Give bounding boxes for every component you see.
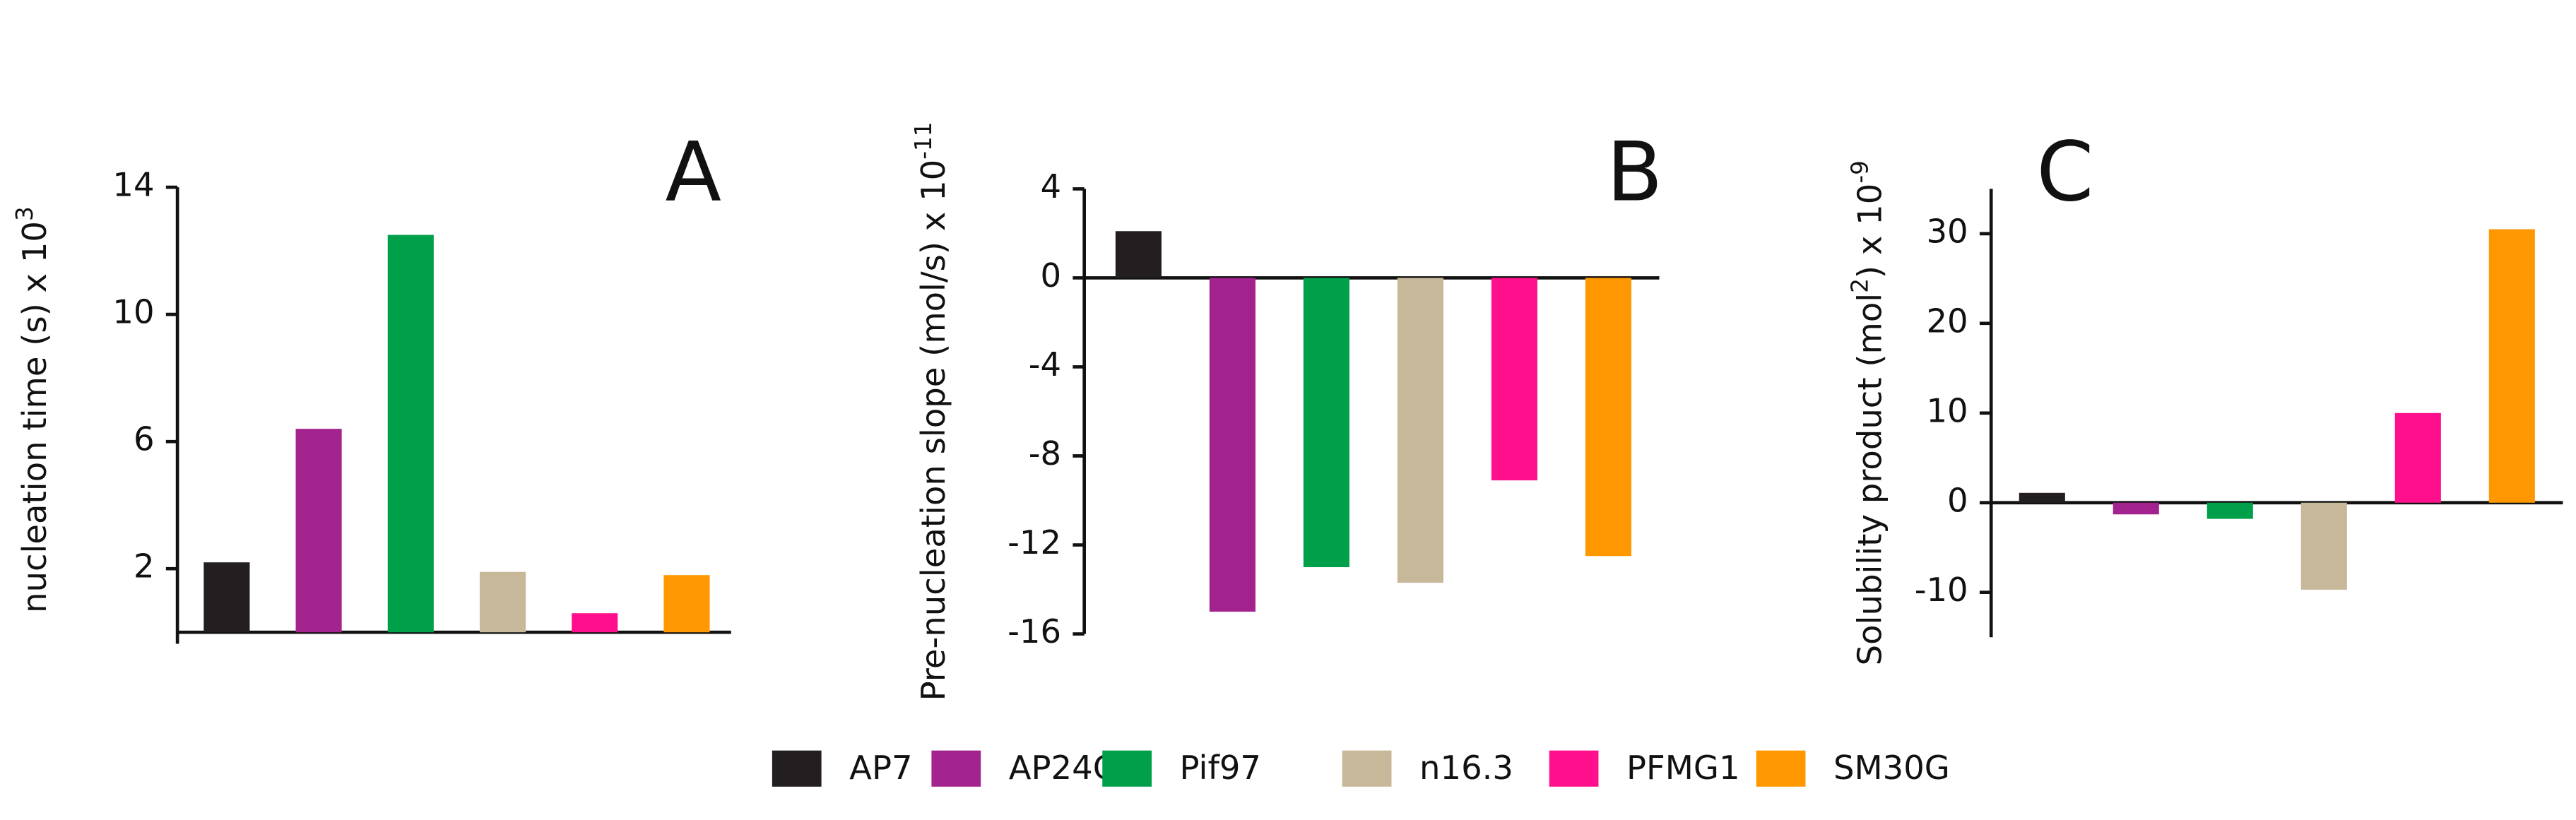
legend-swatch bbox=[931, 750, 981, 787]
bar bbox=[479, 571, 526, 633]
legend-label: n16.3 bbox=[1419, 749, 1513, 787]
y-tick-label: 10 bbox=[1926, 391, 1968, 429]
y-axis-label: nucleation time (s) x 103 bbox=[11, 206, 54, 613]
legend-swatch bbox=[1342, 750, 1392, 787]
y-tick-label: 14 bbox=[112, 166, 154, 204]
bar bbox=[387, 234, 434, 633]
y-tick-label: -4 bbox=[1029, 345, 1061, 384]
bar bbox=[2300, 502, 2347, 590]
y-tick-label: -16 bbox=[1008, 612, 1061, 650]
panel-letter: A bbox=[665, 125, 721, 220]
y-label-text: Pre-nucleation slope (mol/s) x 10 bbox=[914, 160, 952, 701]
y-axis-label: Pre-nucleation slope (mol/s) x 10-11 bbox=[910, 122, 952, 701]
bar bbox=[1303, 278, 1349, 568]
bar bbox=[2206, 502, 2253, 519]
legend-swatch bbox=[772, 750, 822, 787]
y-label-text: Solubility product (mol bbox=[1850, 293, 1889, 666]
y-tick-label: 20 bbox=[1926, 302, 1968, 340]
bar bbox=[663, 575, 710, 633]
legend-swatch bbox=[1102, 750, 1152, 787]
bar bbox=[2488, 229, 2535, 503]
y-axis-label: Solubility product (mol2) x 10-9 bbox=[1846, 160, 1889, 665]
bar bbox=[1209, 278, 1255, 612]
bar bbox=[2019, 492, 2065, 503]
y-tick-label: -10 bbox=[1915, 571, 1968, 609]
legend-label: AP24G bbox=[1009, 749, 1118, 787]
bar bbox=[1397, 278, 1443, 583]
bar bbox=[2113, 502, 2159, 515]
y-tick-label: 0 bbox=[1041, 256, 1062, 295]
legend-label: AP7 bbox=[849, 749, 912, 787]
y-tick-label: -12 bbox=[1008, 523, 1061, 561]
y-label-exponent: -9 bbox=[1846, 160, 1873, 183]
y-label-text: ) x 10 bbox=[1850, 184, 1889, 278]
legend-swatch bbox=[1756, 750, 1806, 787]
y-tick-label: 4 bbox=[1041, 167, 1062, 206]
panel-letter: C bbox=[2036, 125, 2093, 220]
legend-swatch bbox=[1549, 750, 1599, 787]
y-tick-label: -8 bbox=[1029, 434, 1061, 473]
bar bbox=[203, 562, 250, 633]
bar bbox=[572, 613, 618, 633]
y-tick-label: 30 bbox=[1926, 212, 1968, 250]
bar bbox=[295, 429, 342, 633]
legend-label: Pif97 bbox=[1180, 749, 1261, 787]
bar bbox=[2394, 412, 2441, 503]
bar bbox=[1491, 278, 1537, 481]
y-label-exponent: -11 bbox=[910, 122, 937, 160]
y-tick-label: 0 bbox=[1947, 481, 1968, 519]
y-tick-label: 6 bbox=[134, 420, 155, 458]
legend-label: SM30G bbox=[1833, 749, 1950, 787]
y-label-text: nucleation time (s) x 10 bbox=[16, 221, 54, 613]
y-label-exponent: 3 bbox=[11, 206, 38, 221]
panel-letter: B bbox=[1607, 125, 1663, 220]
y-label-exponent: 2 bbox=[1846, 278, 1873, 293]
legend-label: PFMG1 bbox=[1626, 749, 1740, 787]
bar bbox=[1585, 278, 1631, 557]
y-tick-label: 2 bbox=[134, 547, 155, 586]
y-tick-label: 10 bbox=[112, 293, 154, 331]
bar bbox=[1115, 231, 1162, 278]
